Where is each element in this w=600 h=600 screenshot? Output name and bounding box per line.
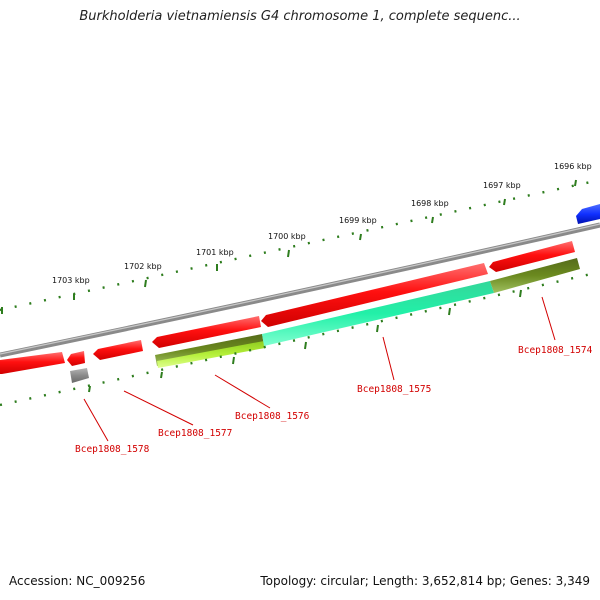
tick-1700: [287, 249, 290, 258]
forward-gene-1579[interactable]: [0, 352, 65, 374]
inner-tick-6: [448, 307, 451, 316]
label-bcep1808-1577: Bcep1808_1577: [158, 428, 232, 439]
forward-strand-genes: [0, 241, 575, 374]
inner-tick-2: [160, 371, 163, 379]
forward-gene-1578a[interactable]: [67, 351, 85, 366]
label-bcep1808-1574: Bcep1808_1574: [518, 345, 593, 356]
gene-bcep1808-1574[interactable]: [490, 258, 580, 293]
forward-gene-1574a[interactable]: [489, 241, 575, 272]
kbp-label-1703: 1703 kbp: [52, 276, 90, 285]
blue-gene[interactable]: [576, 204, 600, 224]
accession-text: Accession: NC_009256: [9, 574, 146, 588]
forward-gene-1576a[interactable]: [152, 316, 261, 348]
inner-tick-3: [232, 356, 235, 365]
kbp-label-1701: 1701 kbp: [196, 248, 234, 257]
backbone-highlight: [0, 223, 600, 355]
inner-major-ticks: [88, 289, 522, 393]
inner-tick-7: [519, 289, 522, 298]
inner-tick-5: [376, 324, 379, 333]
label-bcep1808-1575: Bcep1808_1575: [357, 384, 431, 395]
tick-1699: [359, 233, 362, 241]
leader-1577: [123, 390, 194, 426]
gene-bcep1808-1578[interactable]: [70, 368, 89, 383]
leader-1574: [541, 296, 556, 341]
leader-1575: [382, 336, 395, 381]
page-title: Burkholderia vietnamiensis G4 chromosome…: [79, 9, 521, 24]
tick-1696: [574, 179, 577, 187]
leader-1576: [214, 374, 271, 409]
topology-summary: Topology: circular; Length: 3,652,814 bp…: [260, 574, 590, 588]
forward-gene-1577[interactable]: [93, 340, 143, 360]
backbone-line: [0, 222, 600, 358]
kbp-label-1696: 1696 kbp: [554, 162, 592, 171]
leader-1578: [83, 398, 109, 442]
outer-major-ticks: [1, 179, 577, 314]
inner-tick-4: [304, 341, 307, 350]
tick-1698: [431, 216, 434, 224]
kbp-label-1702: 1702 kbp: [124, 262, 162, 271]
forward-gene-1575a[interactable]: [261, 263, 488, 327]
inner-tick-1: [88, 385, 91, 393]
reverse-strand-genes: [70, 258, 580, 383]
label-leaders: [83, 296, 556, 442]
kbp-label-1697: 1697 kbp: [483, 181, 521, 190]
label-bcep1808-1578: Bcep1808_1578: [75, 444, 150, 455]
kbp-label-1699: 1699 kbp: [339, 216, 377, 225]
tick-1702: [144, 279, 147, 288]
gene-bcep1808-1575[interactable]: [262, 281, 494, 346]
gene-bcep1808-1576[interactable]: [157, 341, 265, 368]
kbp-label-1698: 1698 kbp: [411, 199, 449, 208]
label-bcep1808-1576: Bcep1808_1576: [235, 411, 310, 422]
kbp-label-1700: 1700 kbp: [268, 232, 306, 241]
tick-1697: [503, 198, 506, 206]
